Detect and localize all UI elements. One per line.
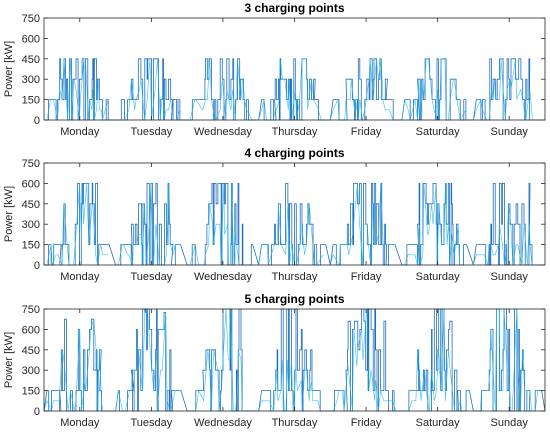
y-tick-label: 450 xyxy=(22,199,40,211)
x-tick-label-thursday: Thursday xyxy=(272,417,318,429)
panel-title: 3 charging points xyxy=(244,1,344,15)
y-tick-label: 150 xyxy=(22,95,40,107)
x-tick-label-tuesday: Tuesday xyxy=(130,417,172,429)
series-day-monday xyxy=(43,318,116,412)
series-day-monday xyxy=(44,58,116,121)
y-tick-label: 750 xyxy=(22,158,40,170)
x-tick-label-monday: Monday xyxy=(60,126,100,138)
x-tick-label-sunday: Sunday xyxy=(491,417,529,429)
series-day-saturday-overlay xyxy=(401,183,464,266)
series-day-monday xyxy=(44,183,116,266)
x-tick-label-friday: Friday xyxy=(351,417,382,429)
series-day-thursday-overlay xyxy=(258,359,321,412)
series-day-friday-overlay xyxy=(330,58,394,121)
x-tick-label-tuesday: Tuesday xyxy=(130,126,172,138)
y-tick-label: 600 xyxy=(22,178,40,190)
x-tick-label-monday: Monday xyxy=(60,417,100,429)
series-day-sunday-overlay xyxy=(473,308,539,412)
x-tick-label-wednesday: Wednesday xyxy=(194,271,252,283)
y-tick-label: 0 xyxy=(34,260,40,272)
y-tick-label: 600 xyxy=(22,324,40,336)
y-tick-label: 600 xyxy=(22,33,40,45)
y-tick-label: 300 xyxy=(22,365,40,377)
y-tick-label: 150 xyxy=(22,240,40,252)
x-tick-label-tuesday: Tuesday xyxy=(130,271,172,283)
x-tick-label-wednesday: Wednesday xyxy=(194,126,252,138)
y-tick-label: 300 xyxy=(22,219,40,231)
x-tick-label-saturday: Saturday xyxy=(416,271,461,283)
x-tick-label-sunday: Sunday xyxy=(491,126,529,138)
x-tick-label-friday: Friday xyxy=(351,126,382,138)
x-tick-label-sunday: Sunday xyxy=(491,271,529,283)
x-tick-label-friday: Friday xyxy=(351,271,382,283)
y-axis-label: Power [kW] xyxy=(3,41,15,97)
series-day-thursday xyxy=(258,183,331,266)
y-tick-label: 750 xyxy=(22,13,40,25)
series-day-wednesday xyxy=(187,58,259,121)
y-tick-label: 450 xyxy=(22,54,40,66)
plot-area xyxy=(44,18,545,120)
x-tick-label-wednesday: Wednesday xyxy=(194,417,252,429)
x-tick-label-thursday: Thursday xyxy=(272,126,318,138)
series-day-wednesday xyxy=(187,183,260,266)
y-tick-label: 450 xyxy=(22,345,40,357)
panel-5-charging-points: 5 charging points Power [kW] 0 150 300 450 6… xyxy=(3,292,546,429)
panel-3-charging-points: 3 charging points Power [kW] 0 150 300 450 6… xyxy=(3,1,546,138)
series-day-wednesday-overlay xyxy=(187,308,250,412)
y-tick-label: 150 xyxy=(22,386,40,398)
panel-4-charging-points: 4 charging points Power [kW] 0 150 300 450 6… xyxy=(3,146,546,283)
series-day-tuesday xyxy=(115,183,188,266)
series-day-friday xyxy=(330,308,402,412)
series-day-monday-overlay xyxy=(44,183,108,266)
x-tick-label-saturday: Saturday xyxy=(416,417,461,429)
y-tick-label: 0 xyxy=(34,406,40,418)
series-day-wednesday-overlay xyxy=(187,58,253,121)
x-tick-label-saturday: Saturday xyxy=(416,126,461,138)
panel-title: 4 charging points xyxy=(244,146,344,160)
power-series xyxy=(44,183,545,266)
series-day-friday xyxy=(329,58,402,121)
series-day-saturday-overlay xyxy=(401,58,467,121)
y-tick-label: 300 xyxy=(22,74,40,86)
series-day-friday-overlay xyxy=(330,308,397,412)
series-day-friday-overlay xyxy=(330,183,395,266)
x-tick-label-monday: Monday xyxy=(60,271,100,283)
y-tick-label: 750 xyxy=(22,304,40,316)
x-tick-label-thursday: Thursday xyxy=(272,271,318,283)
series-day-tuesday-overlay xyxy=(115,58,181,121)
panel-title: 5 charging points xyxy=(244,292,344,306)
y-axis-label: Power [kW] xyxy=(3,186,15,242)
y-tick-label: 0 xyxy=(34,115,40,127)
y-axis-label: Power [kW] xyxy=(3,332,15,388)
